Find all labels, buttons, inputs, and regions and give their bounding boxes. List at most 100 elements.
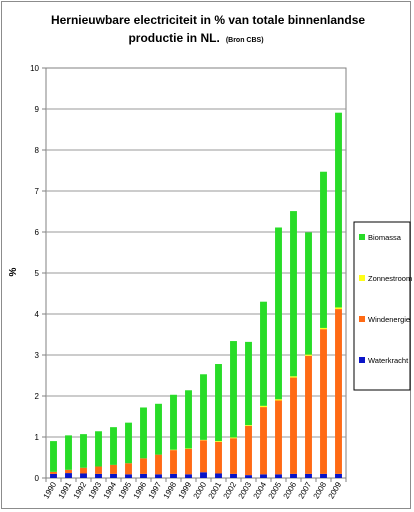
y-tick-label: 9 xyxy=(35,105,40,114)
bar-biomassa-1999 xyxy=(185,390,192,449)
bar-windenergie-2002 xyxy=(230,438,237,474)
x-tick-label: 1996 xyxy=(132,480,149,500)
bar-waterkracht-1998 xyxy=(170,473,177,478)
legend-swatch-windenergie xyxy=(359,316,365,322)
y-axis-label: % xyxy=(8,267,19,276)
bar-windenergie-1990 xyxy=(50,471,57,474)
bar-biomassa-2000 xyxy=(200,374,207,440)
x-tick-label: 2007 xyxy=(297,480,314,500)
bar-biomassa-2009 xyxy=(335,112,342,308)
legend: Biomassa Zonnestroom Windenergie Waterkrach… xyxy=(353,221,412,391)
bar-windenergie-1999 xyxy=(185,448,192,475)
bar-zonnestroom-2003 xyxy=(245,425,252,426)
bar-waterkracht-2005 xyxy=(275,474,282,478)
bar-biomassa-1998 xyxy=(170,394,177,450)
bar-waterkracht-1997 xyxy=(155,474,162,478)
bar-waterkracht-1992 xyxy=(80,473,87,478)
bar-waterkracht-2004 xyxy=(260,474,267,478)
bar-biomassa-2003 xyxy=(245,341,252,426)
bar-zonnestroom-2006 xyxy=(290,376,297,378)
bar-windenergie-1997 xyxy=(155,454,162,475)
bar-biomassa-2001 xyxy=(215,364,222,442)
bar-waterkracht-1990 xyxy=(50,473,57,478)
y-tick-label: 1 xyxy=(35,433,40,442)
bar-waterkracht-1996 xyxy=(140,473,147,478)
y-tick-label: 10 xyxy=(30,64,39,73)
bar-zonnestroom-2007 xyxy=(305,354,312,356)
x-tick-label: 1995 xyxy=(117,480,134,500)
bar-waterkracht-2001 xyxy=(215,473,222,478)
bar-biomassa-1992 xyxy=(80,434,87,468)
bar-biomassa-2004 xyxy=(260,301,267,406)
bar-windenergie-2000 xyxy=(200,440,207,473)
bar-windenergie-2008 xyxy=(320,329,327,474)
bar-windenergie-2009 xyxy=(335,309,342,474)
bar-biomassa-1996 xyxy=(140,407,147,459)
x-tick-label: 2003 xyxy=(237,480,254,500)
bar-windenergie-1995 xyxy=(125,463,132,475)
bar-windenergie-2001 xyxy=(215,441,222,474)
legend-label-zonnestroom: Zonnestroom xyxy=(368,274,412,283)
x-tick-label: 1997 xyxy=(147,480,164,500)
legend-label-windenergie: Windenergie xyxy=(368,315,410,324)
x-tick-label: 1990 xyxy=(42,480,59,500)
bar-biomassa-1997 xyxy=(155,403,162,455)
bar-waterkracht-1991 xyxy=(65,473,72,478)
bar-biomassa-2006 xyxy=(290,211,297,377)
bar-biomassa-1994 xyxy=(110,427,117,465)
legend-label-biomassa: Biomassa xyxy=(368,233,402,242)
bar-zonnestroom-2008 xyxy=(320,327,327,330)
y-tick-label: 5 xyxy=(35,269,40,278)
bar-waterkracht-1999 xyxy=(185,474,192,478)
bar-waterkracht-2007 xyxy=(305,473,312,478)
bar-biomassa-1993 xyxy=(95,431,102,467)
bar-zonnestroom-2002 xyxy=(230,437,237,439)
x-tick-label: 2004 xyxy=(252,480,269,500)
bar-windenergie-1993 xyxy=(95,466,102,474)
bar-windenergie-1992 xyxy=(80,467,87,474)
y-tick-label: 6 xyxy=(35,228,40,237)
y-tick-label: 0 xyxy=(35,474,40,483)
y-tick-label: 8 xyxy=(35,146,40,155)
bar-waterkracht-2003 xyxy=(245,475,252,478)
x-tick-label: 2002 xyxy=(222,480,239,500)
bar-biomassa-1995 xyxy=(125,422,132,464)
bar-windenergie-1998 xyxy=(170,450,177,474)
chart-title-line2: productie in NL. (Bron CBS) xyxy=(128,31,263,45)
chart-title-line1: Hernieuwbare electriciteit in % van tota… xyxy=(51,13,365,27)
x-tick-label: 2001 xyxy=(207,480,224,500)
y-tick-label: 3 xyxy=(35,351,40,360)
x-tick-label: 1999 xyxy=(177,480,194,500)
legend-swatch-zonnestroom xyxy=(359,275,365,281)
bar-waterkracht-1994 xyxy=(110,473,117,478)
bar-windenergie-1996 xyxy=(140,458,147,474)
bar-biomassa-2005 xyxy=(275,227,282,400)
bar-windenergie-2005 xyxy=(275,400,282,475)
bar-biomassa-1990 xyxy=(50,441,57,472)
source-note: (Bron CBS) xyxy=(226,37,264,44)
bar-biomassa-1991 xyxy=(65,435,72,470)
bar-windenergie-1994 xyxy=(110,464,117,474)
y-tick-label: 7 xyxy=(35,187,40,196)
bar-biomassa-2008 xyxy=(320,171,327,328)
bar-windenergie-2007 xyxy=(305,355,312,474)
bar-zonnestroom-2001 xyxy=(215,441,222,442)
legend-label-waterkracht: Waterkracht xyxy=(368,356,409,365)
bar-zonnestroom-2005 xyxy=(275,399,282,401)
x-tick-label: 2000 xyxy=(192,480,209,500)
y-tick-label: 2 xyxy=(35,392,40,401)
bar-waterkracht-2009 xyxy=(335,473,342,478)
chart-title-line2-main: productie in NL. xyxy=(128,31,219,45)
x-tick-label: 1994 xyxy=(102,480,119,500)
x-tick-label: 1992 xyxy=(72,480,89,500)
bar-waterkracht-2000 xyxy=(200,472,207,478)
bar-waterkracht-1993 xyxy=(95,473,102,478)
legend-swatch-waterkracht xyxy=(359,357,365,363)
bar-biomassa-2007 xyxy=(305,232,312,355)
x-tick-label: 2005 xyxy=(267,480,284,500)
bar-windenergie-2004 xyxy=(260,407,267,475)
bar-waterkracht-2002 xyxy=(230,473,237,478)
bar-windenergie-1991 xyxy=(65,469,72,474)
